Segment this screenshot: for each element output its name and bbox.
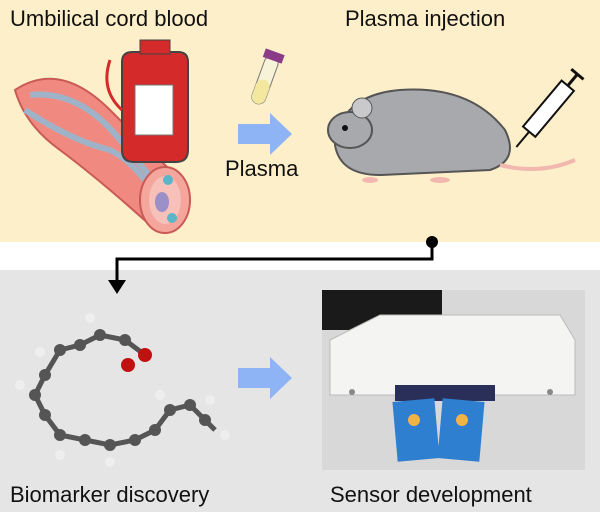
sensor-photo [322,290,585,470]
label-umbilical-cord-blood: Umbilical cord blood [10,6,209,31]
mouse-illustration [327,88,576,183]
syringe-icon [515,67,585,148]
label-plasma: Plasma [225,156,299,181]
sensor-arrow [238,357,292,399]
molecule-atoms [15,313,230,467]
connector-arrow [108,236,438,294]
plasma-arrow [238,113,292,155]
label-sensor-development: Sensor development [330,482,532,507]
blood-bag-icon [105,39,189,163]
umbilical-cord-illustration [13,77,191,234]
label-biomarker-discovery: Biomarker discovery [10,482,210,507]
label-plasma-injection: Plasma injection [345,6,506,31]
test-tube-icon [251,48,285,105]
